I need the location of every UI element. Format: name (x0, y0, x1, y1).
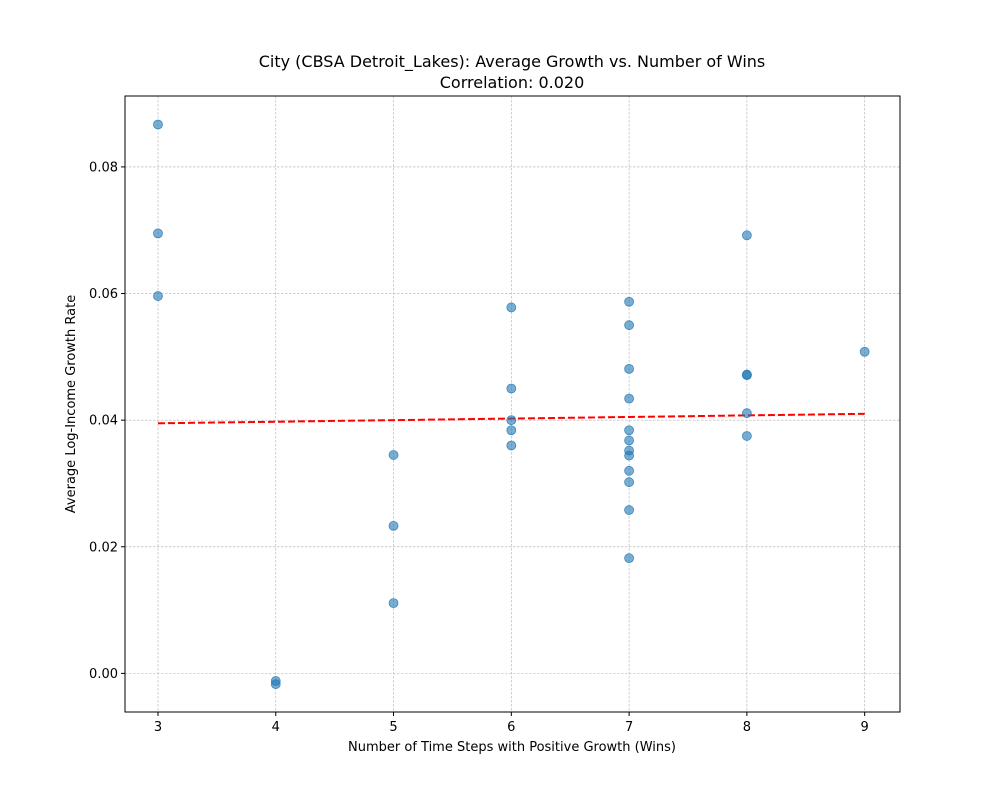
data-point (624, 465, 635, 476)
data-point (741, 230, 752, 241)
data-point (624, 320, 635, 331)
data-point (741, 431, 752, 441)
data-point (624, 296, 635, 307)
data-point (624, 505, 635, 515)
data-point (624, 363, 635, 374)
chart-subtitle: Correlation: 0.020 (440, 73, 585, 92)
data-point (859, 346, 870, 357)
grid (125, 96, 900, 712)
y-tick-label: 0.06 (89, 287, 118, 302)
y-tick-label: 0.00 (89, 667, 118, 682)
y-tick-label: 0.02 (89, 540, 118, 555)
plot-area-frame (124, 95, 901, 713)
data-point (624, 477, 635, 488)
data-point (741, 370, 752, 381)
data-point (270, 679, 281, 690)
y-tick-label: 0.08 (89, 160, 118, 175)
x-tick-label: 6 (507, 720, 515, 735)
data-point (388, 520, 399, 531)
x-axis-label: Number of Time Steps with Positive Growt… (348, 740, 676, 755)
y-tick-label: 0.04 (89, 414, 118, 429)
data-point (153, 228, 163, 239)
x-tick-label: 8 (743, 720, 751, 735)
y-axis-label: Average Log-Income Growth Rate (64, 295, 79, 513)
data-point (624, 435, 635, 446)
data-point (506, 415, 517, 426)
x-axis-ticks: 3 4 5 6 7 8 9 (154, 712, 869, 735)
data-point (624, 393, 635, 404)
x-tick-label: 4 (272, 720, 280, 735)
data-point (506, 383, 517, 394)
data-point (506, 425, 517, 436)
data-point (388, 450, 399, 460)
data-point (624, 425, 635, 436)
x-tick-label: 7 (625, 720, 633, 735)
data-point (506, 302, 517, 313)
x-tick-label: 3 (154, 720, 162, 735)
data-point (388, 598, 399, 609)
chart-title: City (CBSA Detroit_Lakes): Average Growt… (259, 52, 766, 72)
x-tick-label: 5 (389, 720, 397, 735)
data-point (153, 291, 163, 301)
x-tick-label: 9 (861, 720, 869, 735)
data-point (153, 119, 163, 130)
data-point (624, 553, 635, 564)
y-axis-ticks: 0.00 0.02 0.04 0.06 0.08 (89, 160, 125, 682)
data-point (741, 408, 752, 419)
data-point (624, 450, 635, 461)
data-point (506, 440, 517, 451)
data-points (153, 119, 870, 690)
